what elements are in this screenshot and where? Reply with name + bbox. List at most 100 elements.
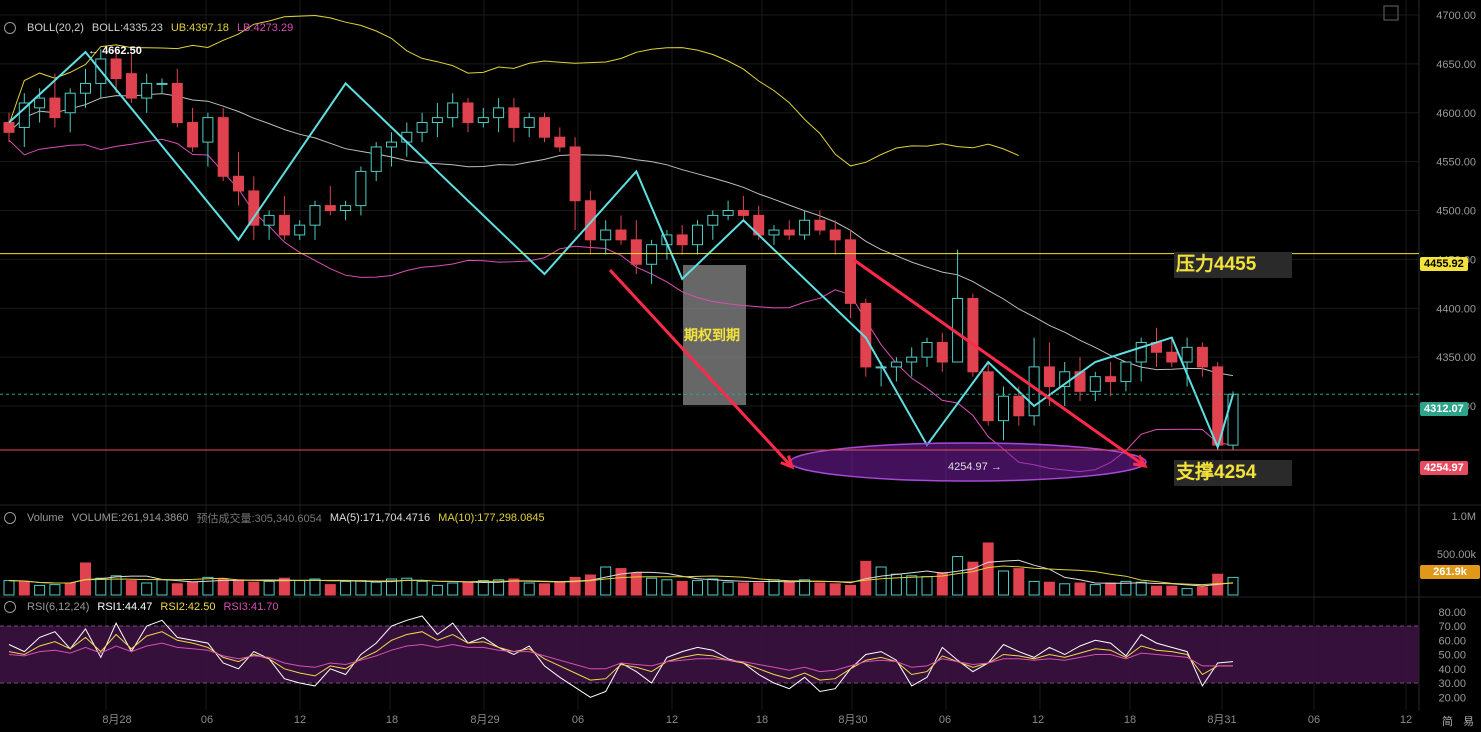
time-tick-label: 06 — [939, 714, 951, 726]
candle-body — [615, 229, 627, 241]
boll-value: BOLL:4335.23 — [91, 22, 163, 34]
volume-bar — [921, 576, 933, 596]
volume-bar — [217, 578, 229, 596]
candle-body — [1105, 376, 1117, 383]
fullscreen-icon[interactable] — [1383, 5, 1399, 21]
volume-legend: Volume VOLUME:261,914.3860 预估成交量:305,340… — [4, 510, 545, 526]
candle-body — [554, 136, 566, 148]
rsi3-value: RSI3:41.70 — [223, 601, 279, 613]
candle-body — [80, 82, 91, 94]
candle-body — [477, 117, 489, 124]
volume-bar — [1227, 576, 1239, 596]
candle-body — [737, 210, 749, 216]
candle-body — [692, 224, 703, 246]
rsi-tick-label: 80.00 — [1438, 607, 1466, 619]
resistance-price-tag: 4455.92 — [1420, 257, 1468, 271]
volume-bar — [829, 583, 841, 596]
candle-body — [676, 234, 688, 246]
volume-bar — [187, 581, 199, 596]
option-expiry-label: 期权到期 — [684, 327, 740, 343]
corner-label-simple[interactable]: 简 — [1442, 716, 1453, 728]
candle-body — [600, 229, 612, 241]
arrow-shaft — [608, 268, 794, 469]
corner-label-easy[interactable]: 易 — [1463, 716, 1474, 728]
rsi1-value: RSI1:44.47 — [97, 601, 153, 613]
candle-body — [401, 131, 413, 143]
volume-bar — [324, 584, 336, 596]
candle-body — [156, 82, 168, 85]
volume-bar — [64, 582, 76, 596]
candle-body — [508, 107, 520, 128]
candle-body — [1135, 341, 1147, 363]
collapse-icon[interactable] — [4, 512, 16, 524]
time-tick-label: 06 — [201, 714, 213, 726]
boll-legend: BOLL(20,2) BOLL:4335.23 UB:4397.18 LB:42… — [4, 22, 293, 34]
volume-bar — [737, 582, 749, 596]
candle-body — [370, 146, 382, 172]
candle-body — [829, 229, 841, 241]
candle-body — [1089, 376, 1101, 392]
volume-bar — [355, 580, 367, 596]
volume-bar — [110, 575, 122, 596]
rsi-tick-label: 30.00 — [1438, 678, 1466, 690]
rsi-line-rsi3 — [8, 642, 1233, 673]
candle-body — [523, 117, 535, 128]
candle-body — [630, 239, 642, 265]
candle-body — [539, 117, 550, 138]
volume-bar — [814, 582, 826, 596]
time-tick-label: 12 — [666, 714, 678, 726]
rsi-legend: RSI(6,12,24) RSI1:44.47 RSI2:42.50 RSI3:… — [4, 601, 279, 613]
volume-bar — [401, 577, 413, 596]
time-tick-label: 12 — [294, 714, 306, 726]
volume-bar — [125, 580, 137, 596]
volume-bar — [661, 579, 673, 596]
candle-body — [1013, 395, 1025, 417]
candle-body — [3, 122, 15, 133]
price-tick-label: 4650.00 — [1436, 59, 1476, 71]
volume-bar — [1105, 582, 1117, 596]
candle-body — [1043, 366, 1055, 387]
candle-body — [646, 244, 658, 265]
candle-body — [967, 297, 979, 373]
candle-body — [294, 224, 306, 236]
candle-body — [875, 366, 887, 369]
price-tick-label: 4400.00 — [1436, 303, 1476, 315]
candle-body — [64, 92, 76, 114]
volume-bar — [952, 556, 964, 596]
boll-lb: LB:4273.29 — [236, 22, 294, 34]
volume-bar — [783, 580, 795, 596]
bell-icon[interactable] — [4, 601, 16, 613]
current-price-tag: 4312.07 — [1420, 402, 1468, 416]
volume-bar — [722, 581, 734, 596]
rsi2-value: RSI2:42.50 — [160, 601, 216, 613]
boll-ub: UB:4397.18 — [170, 22, 229, 34]
candle-body — [187, 122, 199, 148]
volume-tag: 261.9k — [1420, 565, 1480, 579]
volume-bar — [845, 584, 856, 596]
time-tick-label: 06 — [572, 714, 584, 726]
volume-bar — [523, 582, 535, 596]
candle-body — [263, 214, 275, 226]
volume-estimate: 预估成交量:305,340.6054 — [196, 513, 322, 525]
candle-body — [936, 341, 948, 363]
candle-body — [141, 82, 153, 99]
time-tick-label: 12 — [1032, 714, 1044, 726]
volume-bar — [3, 580, 15, 596]
boll-upper-line — [8, 14, 1020, 167]
boll-name: BOLL(20,2) — [27, 22, 84, 34]
volume-bar — [569, 576, 581, 596]
volume-bar — [278, 577, 290, 596]
bell-icon[interactable] — [4, 22, 16, 34]
volume-bar — [600, 566, 612, 596]
candle-body — [906, 356, 918, 363]
volume-bar — [477, 580, 489, 596]
arrow-head — [1132, 454, 1148, 468]
volume-bar — [493, 579, 505, 596]
candle-body — [707, 214, 719, 226]
candle-body — [768, 229, 780, 236]
candle-body — [309, 205, 321, 226]
volume-bar — [1043, 581, 1055, 596]
volume-tick-label: 500.00k — [1437, 549, 1477, 561]
